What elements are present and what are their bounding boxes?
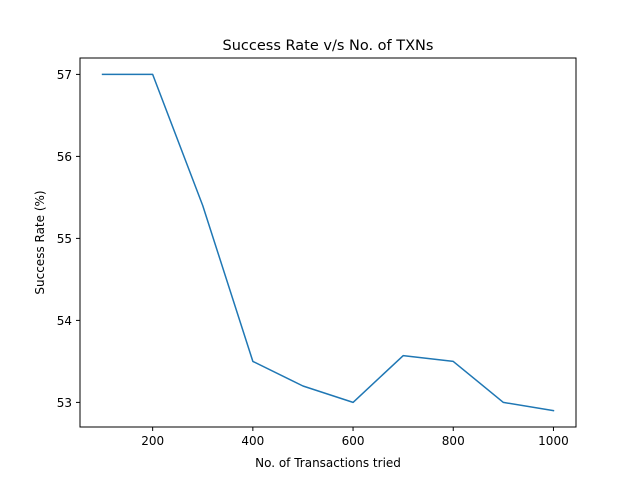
y-tick-label: 55 bbox=[57, 232, 72, 246]
x-tick-label: 1000 bbox=[538, 434, 569, 448]
x-axis-label: No. of Transactions tried bbox=[255, 456, 401, 470]
x-tick-label: 200 bbox=[141, 434, 164, 448]
x-tick-label: 400 bbox=[241, 434, 264, 448]
series-layer bbox=[101, 73, 555, 412]
y-axis-label: Success Rate (%) bbox=[33, 190, 47, 294]
x-tick-label: 600 bbox=[342, 434, 365, 448]
x-tick-label: 800 bbox=[442, 434, 465, 448]
x-axis: 200 400 600 800 1000 bbox=[141, 427, 569, 448]
plot-area bbox=[79, 57, 577, 428]
series-line bbox=[101, 73, 555, 412]
y-tick-label: 54 bbox=[57, 314, 72, 328]
y-tick-label: 56 bbox=[57, 150, 72, 164]
y-axis: 53 54 55 56 57 bbox=[57, 68, 80, 410]
y-tick-label: 53 bbox=[57, 396, 72, 410]
y-tick-label: 57 bbox=[57, 68, 72, 82]
plot-frame bbox=[79, 57, 577, 428]
chart-title: Success Rate v/s No. of TXNs bbox=[223, 38, 434, 54]
